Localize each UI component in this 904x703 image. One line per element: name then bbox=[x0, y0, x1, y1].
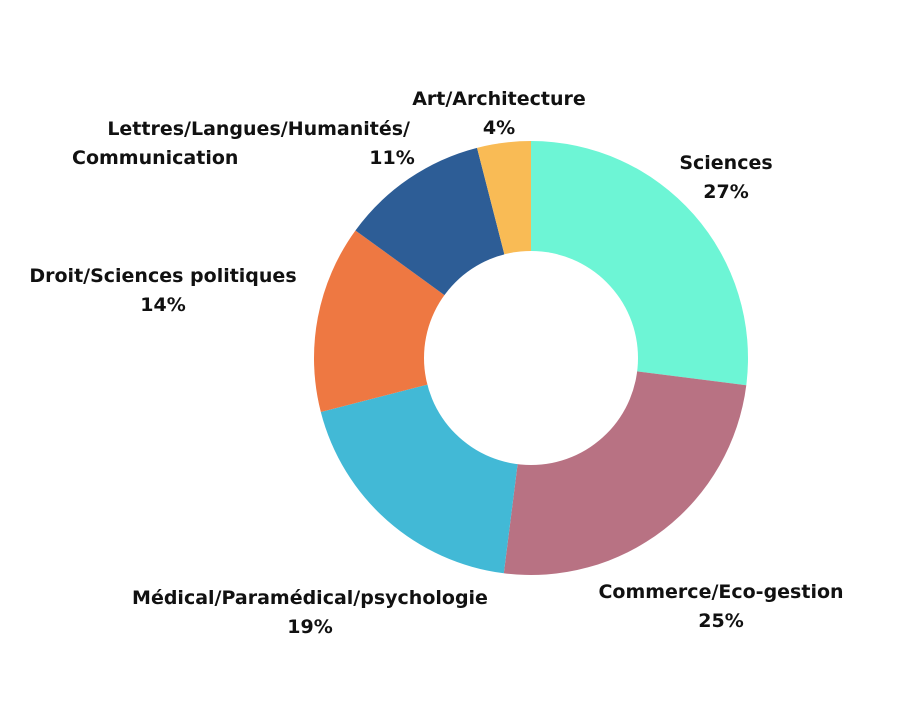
slice-percent-label: 27% bbox=[703, 181, 748, 203]
slice-category-label: Sciences bbox=[679, 152, 772, 174]
slice-percent-label: 25% bbox=[698, 610, 743, 632]
slice-percent-label: 14% bbox=[140, 294, 185, 316]
slice-percent-label: 19% bbox=[287, 616, 332, 638]
slice-percent-label: 4% bbox=[483, 117, 515, 139]
donut-hole bbox=[424, 251, 638, 465]
slice-category-label: Art/Architecture bbox=[412, 88, 586, 110]
slice-labels: Sciences 27% Commerce/Eco-gestion 25% Médica… bbox=[29, 88, 843, 638]
slice-percent-label: 11% bbox=[369, 147, 414, 169]
slice-category-label: Médical/Paramédical/psychologie bbox=[132, 587, 488, 609]
slice-category-label: Communication bbox=[72, 147, 238, 169]
slice-category-label: Droit/Sciences politiques bbox=[29, 265, 296, 287]
slice-category-label: Lettres/Langues/Humanités/ bbox=[107, 118, 410, 140]
slice-category-label: Commerce/Eco-gestion bbox=[598, 581, 843, 603]
